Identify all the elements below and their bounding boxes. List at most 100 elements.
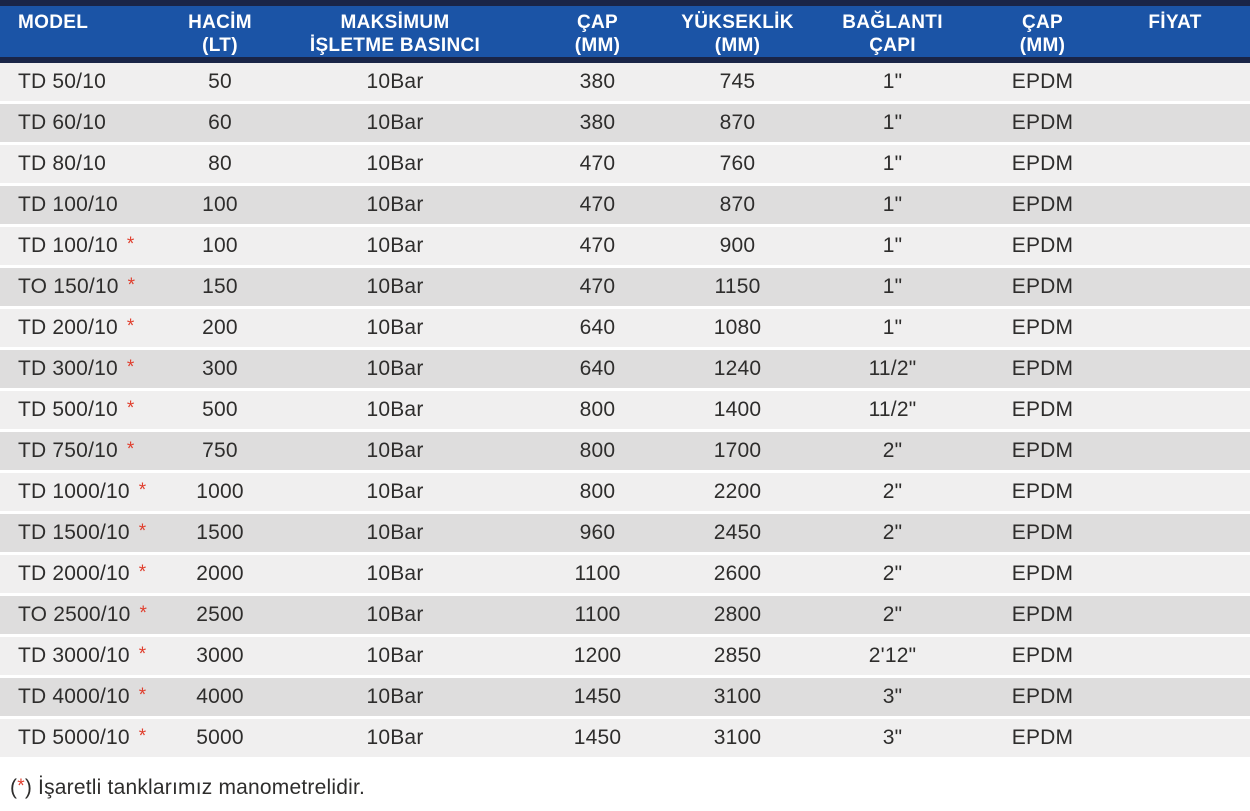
cell-cap: 640 (520, 309, 675, 347)
cell-membran: EPDM (985, 227, 1100, 265)
column-header-basinc: MAKSİMUM İŞLETME BASINCI (270, 6, 520, 57)
cell-basinc: 10Bar (270, 145, 520, 183)
cell-hacim-value: 200 (202, 316, 238, 339)
table-row: TD 2000/10 * 2000 10Bar 1100 2600 2" EPDM (0, 555, 1250, 596)
cell-model-value: TD 100/10 (18, 193, 118, 216)
cell-cap: 1450 (520, 719, 675, 757)
cell-model-value: TD 100/10 (18, 234, 118, 257)
cell-yukseklik: 900 (675, 227, 800, 265)
cell-membran: EPDM (985, 719, 1100, 757)
column-header-membran-line: (MM) (1019, 35, 1066, 56)
cell-cap: 640 (520, 350, 675, 388)
cell-membran-value: EPDM (1011, 685, 1074, 708)
cell-baglanti: 1" (800, 309, 985, 347)
cell-model-value: TD 2000/10 (18, 562, 130, 585)
cell-membran: EPDM (985, 350, 1100, 388)
cell-model: TD 1000/10 * (0, 473, 170, 511)
cell-membran: EPDM (985, 555, 1100, 593)
cell-baglanti-value: 1" (882, 111, 903, 134)
cell-hacim: 750 (170, 432, 270, 470)
cell-yukseklik-value: 900 (719, 234, 756, 257)
column-header-membran: ÇAP (MM) (985, 6, 1100, 57)
cell-basinc-value: 10Bar (366, 152, 424, 175)
cell-cap-value: 470 (579, 152, 616, 175)
cell-model-value: TO 150/10 (18, 275, 119, 298)
cell-model: TO 2500/10 * (0, 596, 170, 634)
cell-basinc-value: 10Bar (366, 398, 424, 421)
cell-baglanti: 2" (800, 596, 985, 634)
cell-basinc: 10Bar (270, 391, 520, 429)
cell-membran-value: EPDM (1011, 152, 1074, 175)
cell-model: TD 1500/10 * (0, 514, 170, 552)
cell-cap: 800 (520, 473, 675, 511)
cell-membran: EPDM (985, 104, 1100, 142)
cell-model-value: TD 80/10 (18, 152, 106, 175)
cell-model: TD 80/10 (0, 145, 170, 183)
column-header-hacim-line: (LT) (202, 35, 238, 56)
cell-cap-value: 1200 (573, 644, 622, 667)
cell-basinc-value: 10Bar (366, 726, 424, 749)
cell-model: TO 150/10 * (0, 268, 170, 306)
cell-model-value: TD 5000/10 (18, 726, 130, 749)
cell-baglanti: 2" (800, 432, 985, 470)
cell-fiyat (1100, 514, 1250, 552)
cell-basinc-value: 10Bar (366, 193, 424, 216)
cell-cap: 800 (520, 391, 675, 429)
cell-model: TD 4000/10 * (0, 678, 170, 716)
cell-model-value: TD 500/10 (18, 398, 118, 421)
cell-membran-value: EPDM (1011, 603, 1074, 626)
cell-hacim-value: 2000 (196, 562, 244, 585)
cell-yukseklik-value: 760 (719, 152, 756, 175)
cell-membran-value: EPDM (1011, 316, 1074, 339)
cell-yukseklik: 2800 (675, 596, 800, 634)
footnote-text: İşaretli tanklarımız manometrelidir. (32, 776, 366, 799)
cell-fiyat (1100, 186, 1250, 224)
cell-model-value: TD 200/10 (18, 316, 118, 339)
cell-yukseklik-value: 2850 (713, 644, 762, 667)
manometer-asterisk: * (126, 233, 135, 255)
cell-baglanti-value: 2" (882, 603, 903, 626)
cell-membran: EPDM (985, 268, 1100, 306)
column-header-hacim-line: HACİM (188, 12, 252, 33)
cell-hacim-value: 150 (202, 275, 238, 298)
cell-yukseklik: 3100 (675, 719, 800, 757)
cell-hacim: 500 (170, 391, 270, 429)
cell-basinc-value: 10Bar (366, 521, 424, 544)
cell-membran: EPDM (985, 514, 1100, 552)
cell-yukseklik: 2600 (675, 555, 800, 593)
cell-hacim: 100 (170, 186, 270, 224)
table-row: TD 1000/10 * 1000 10Bar 800 2200 2" EPDM (0, 473, 1250, 514)
cell-basinc-value: 10Bar (366, 357, 424, 380)
cell-model: TD 300/10 * (0, 350, 170, 388)
table-row: TO 2500/10 * 2500 10Bar 1100 2800 2" EPDM (0, 596, 1250, 637)
cell-yukseklik-value: 1150 (714, 275, 761, 298)
cell-model-value: TD 1000/10 (18, 480, 130, 503)
cell-basinc-value: 10Bar (366, 562, 424, 585)
manometer-asterisk: * (138, 561, 147, 583)
cell-hacim-value: 1000 (196, 480, 244, 503)
cell-baglanti: 11/2" (800, 391, 985, 429)
cell-cap: 380 (520, 63, 675, 101)
cell-cap-value: 640 (579, 316, 616, 339)
cell-baglanti-value: 11/2" (868, 357, 917, 380)
cell-yukseklik-value: 2600 (713, 562, 762, 585)
cell-baglanti-value: 2" (882, 480, 903, 503)
column-header-cap-line: ÇAP (576, 12, 618, 33)
cell-cap-value: 960 (579, 521, 616, 544)
cell-hacim-value: 50 (208, 70, 232, 93)
manometer-asterisk: * (138, 725, 147, 747)
cell-yukseklik-value: 1700 (713, 439, 762, 462)
cell-baglanti-value: 1" (882, 152, 903, 175)
cell-fiyat (1100, 432, 1250, 470)
cell-fiyat (1100, 678, 1250, 716)
column-header-fiyat: FİYAT (1100, 6, 1250, 57)
manometer-asterisk: * (138, 684, 147, 706)
cell-fiyat (1100, 63, 1250, 101)
cell-cap: 1200 (520, 637, 675, 675)
cell-hacim: 200 (170, 309, 270, 347)
cell-hacim: 5000 (170, 719, 270, 757)
cell-model: TD 3000/10 * (0, 637, 170, 675)
cell-model-value: TO 2500/10 (18, 603, 131, 626)
cell-yukseklik-value: 1400 (713, 398, 762, 421)
cell-membran: EPDM (985, 63, 1100, 101)
